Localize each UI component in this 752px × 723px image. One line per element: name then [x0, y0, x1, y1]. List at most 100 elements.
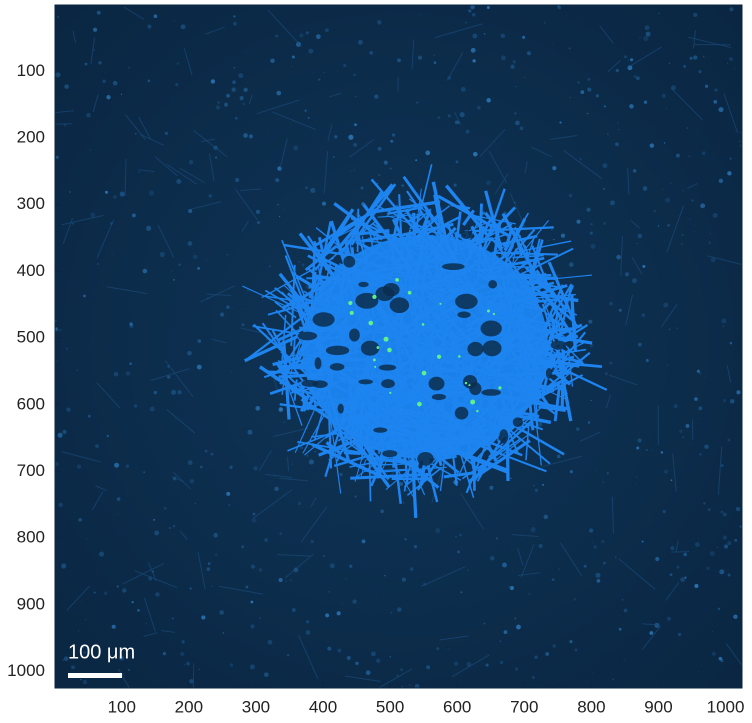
speckle: [103, 591, 108, 595]
speckle: [305, 31, 309, 35]
speckle: [389, 655, 392, 658]
speckle: [186, 661, 190, 666]
speckle: [586, 207, 591, 212]
y-tick-label: 1000: [7, 661, 45, 680]
speckle: [604, 372, 608, 376]
faint-fiber: [611, 496, 614, 534]
speckle: [596, 469, 598, 472]
speckle: [323, 555, 325, 557]
speckle: [703, 502, 706, 505]
faint-fiber: [377, 668, 413, 688]
fiber: [487, 382, 491, 424]
speckle: [206, 567, 211, 571]
fiber: [297, 352, 331, 360]
speckle: [204, 449, 208, 453]
speckle: [636, 242, 638, 245]
speckle: [306, 620, 310, 624]
fiber: [329, 220, 356, 295]
speckle: [391, 133, 396, 137]
fiber: [295, 305, 307, 329]
speckle: [609, 361, 613, 365]
speckle: [694, 231, 696, 233]
speckle: [353, 73, 356, 76]
speckle: [720, 510, 724, 514]
faint-fiber: [688, 36, 732, 49]
faint-fiber: [122, 563, 164, 585]
speckle: [173, 20, 175, 22]
speckle: [660, 451, 664, 454]
speckle: [87, 414, 91, 418]
speckle: [93, 591, 96, 594]
faint-fiber: [166, 163, 197, 185]
faint-fiber: [150, 368, 190, 381]
faint-fiber: [188, 201, 222, 211]
speckle: [568, 193, 573, 198]
speckle: [699, 453, 702, 456]
speckle: [688, 155, 690, 158]
gap: [314, 357, 322, 370]
speckle: [645, 358, 649, 362]
speckle: [661, 93, 667, 99]
fiber: [556, 356, 573, 422]
faint-fiber: [627, 46, 662, 69]
speckle: [503, 630, 508, 635]
speckle: [576, 219, 581, 224]
speckle: [147, 24, 152, 29]
speckle: [316, 657, 318, 659]
faint-fiber: [642, 623, 660, 626]
speckle: [510, 477, 512, 479]
faint-fiber: [193, 130, 228, 158]
speckle: [346, 655, 351, 661]
faint-fiber: [625, 294, 633, 327]
faint-fiber: [206, 293, 232, 296]
speckle: [615, 68, 620, 73]
fiber: [318, 263, 372, 314]
faint-fiber: [55, 329, 62, 332]
gap: [545, 367, 553, 379]
fiber: [290, 326, 305, 348]
speckle: [476, 105, 481, 110]
speckle: [501, 55, 506, 61]
speckle: [105, 190, 109, 194]
speckle: [693, 12, 698, 18]
speckle: [226, 305, 230, 309]
speckle: [642, 186, 648, 191]
faint-fiber: [349, 139, 374, 158]
speckle: [720, 464, 724, 468]
speckle: [522, 35, 526, 39]
speckle: [384, 574, 386, 577]
speckle: [729, 341, 733, 345]
y-tick-label: 600: [17, 394, 45, 413]
speckle: [670, 479, 673, 482]
speckle: [263, 672, 269, 677]
speckle: [538, 543, 543, 549]
speckle: [106, 95, 111, 100]
speckle: [666, 616, 672, 621]
fiber: [312, 221, 332, 305]
fiber: [502, 348, 587, 364]
faint-fiber: [520, 544, 535, 578]
speckle: [699, 372, 702, 375]
speckle: [552, 43, 554, 45]
fiber: [344, 425, 391, 488]
speckle: [55, 72, 61, 78]
speckle: [609, 200, 615, 206]
speckle: [304, 109, 307, 112]
x-tick-label: 500: [376, 697, 404, 716]
speckle: [516, 624, 521, 630]
gap: [329, 363, 345, 371]
speckle: [417, 55, 423, 60]
speckle: [194, 502, 196, 504]
speckle: [199, 465, 203, 469]
fiber: [265, 295, 349, 310]
speckle: [638, 342, 642, 347]
fiber: [541, 303, 564, 369]
gap: [499, 429, 509, 444]
speckle: [689, 444, 691, 446]
speckle: [602, 163, 608, 169]
gap: [360, 340, 380, 356]
speckle: [711, 630, 714, 633]
speckle: [551, 578, 555, 582]
faint-fiber: [143, 632, 158, 637]
faint-fiber: [297, 634, 319, 679]
